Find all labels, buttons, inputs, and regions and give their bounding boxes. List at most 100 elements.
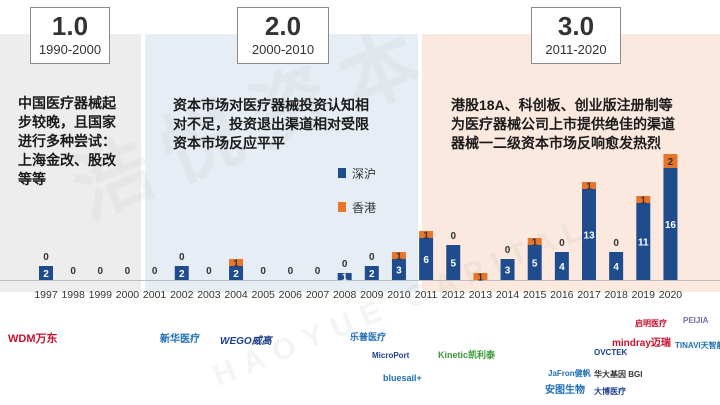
bar-zero-label-hongkong: 0	[125, 266, 131, 277]
bar-zero-label-hongkong: 0	[43, 252, 49, 263]
bar-zero-label-hongkong: 0	[342, 259, 348, 270]
bar-zero-label-hongkong: 0	[505, 245, 511, 256]
x-tick-label: 2020	[659, 289, 683, 301]
bar-zero-label-hongkong: 0	[315, 266, 321, 277]
x-tick-label: 2014	[496, 289, 520, 301]
bar-segment-shenhu	[446, 245, 461, 280]
bar-value-label-hongkong: 1	[233, 259, 239, 270]
bar-zero-label-hongkong: 0	[98, 266, 104, 277]
bar-segment-shenhu	[500, 259, 515, 280]
bar-segment-hongkong	[391, 252, 406, 259]
x-tick-label: 2006	[279, 289, 303, 301]
bar-value-label-shenhu: 2	[369, 269, 375, 280]
era-1-desc-line: 进行多种尝试：	[18, 133, 116, 149]
logo-tinavi: TINAVI天智航	[675, 341, 720, 350]
logo-ovctek: OVCTEK	[594, 348, 628, 357]
x-tick-label: 1999	[89, 289, 113, 301]
bar-value-label-shenhu: 16	[665, 220, 677, 231]
era-2-desc-line: 资本市场对医疗器械投资认知相	[173, 97, 369, 113]
era-1-panel	[0, 34, 141, 292]
bar-value-label-hongkong: 1	[532, 238, 538, 249]
bar-value-label-hongkong: 1	[641, 196, 647, 207]
era-2-number: 2.0	[264, 11, 302, 41]
era-3-range: 2011-2020	[545, 42, 607, 57]
x-tick-label: 2001	[143, 289, 167, 301]
bar-segment-shenhu	[337, 273, 352, 280]
legend-swatch	[338, 168, 346, 178]
x-tick-label: 2003	[197, 289, 221, 301]
x-tick-label: 2002	[170, 289, 194, 301]
bar-segment-hongkong	[473, 273, 488, 280]
bar-zero-label-hongkong: 0	[288, 266, 294, 277]
x-tick-label: 2011	[415, 289, 438, 301]
bar-value-label-shenhu: 3	[396, 266, 402, 277]
bar-segment-shenhu	[391, 259, 406, 280]
bar-zero-label-hongkong: 0	[450, 231, 456, 242]
era-2-range: 2000-2010	[251, 42, 315, 57]
logo-wdm: WDM万东	[8, 333, 58, 345]
legend-swatch	[338, 202, 346, 212]
bar-value-label-hongkong: 1	[586, 182, 592, 193]
bar-segment-hongkong	[636, 196, 651, 203]
bar-value-label-shenhu: 13	[583, 231, 595, 242]
x-tick-label: 2015	[523, 289, 547, 301]
bar-segment-shenhu	[609, 252, 624, 280]
bar-value-label-shenhu: 5	[532, 259, 538, 270]
bar-zero-label-hongkong: 0	[152, 266, 158, 277]
bar-zero-label-hongkong: 0	[559, 238, 565, 249]
x-tick-label: 2009	[360, 289, 384, 301]
logo-kinetic: Kinetic凯利泰	[438, 350, 496, 360]
era-1-desc-line: 步较晚，且国家	[18, 114, 116, 130]
era-1-number: 1.0	[51, 11, 89, 41]
era-2-box: 2.0 2000-2010	[237, 7, 329, 64]
bar-value-label-hongkong: 1	[478, 273, 484, 284]
era-3-number: 3.0	[557, 11, 595, 41]
era-3-description: 港股18A、科创板、创业版注册制等 为医疗器械公司上市提供绝佳的渠道 器械一二级…	[451, 96, 675, 153]
logo-qiming: 启明医疗	[635, 319, 667, 328]
era-1-range: 1990-2000	[38, 42, 102, 57]
bar-zero-label-hongkong: 0	[260, 266, 266, 277]
bar-zero-label-hongkong: 0	[179, 252, 185, 263]
bar-segment-shenhu	[229, 266, 244, 280]
bar-value-label-shenhu: 1	[342, 273, 348, 284]
bar-value-label-shenhu: 5	[450, 259, 456, 270]
logo-bgi: 华大基因 BGI	[594, 370, 643, 379]
legend-item-shenhu: 深沪	[338, 163, 376, 183]
logo-bluesail: bluesail+	[383, 373, 422, 383]
bar-segment-shenhu	[582, 189, 596, 280]
logo-mindray: mindray迈瑞	[612, 338, 671, 349]
bar-segment-hongkong	[663, 154, 678, 168]
era-2-desc-line: 对不足，投资退出渠道相对受限	[173, 116, 369, 132]
x-tick-label: 2017	[577, 289, 601, 301]
era-2-description: 资本市场对医疗器械投资认知相 对不足，投资退出渠道相对受限 资本市场反应平平	[173, 96, 369, 153]
bar-zero-label-hongkong: 0	[613, 238, 619, 249]
bar-value-label-shenhu: 4	[559, 262, 565, 273]
bar-value-label-shenhu: 3	[505, 266, 511, 277]
bar-segment-shenhu	[663, 168, 678, 280]
x-tick-label: 2005	[252, 289, 276, 301]
era-1-desc-line: 上海金改、股改	[18, 152, 116, 168]
x-tick-label: 2004	[224, 289, 248, 301]
bar-segment-shenhu	[554, 252, 569, 280]
bar-value-label-hongkong: 1	[423, 231, 429, 242]
x-tick-label: 2008	[333, 289, 357, 301]
x-tick-label: 1997	[34, 289, 58, 301]
bar-value-label-hongkong: 1	[396, 252, 402, 263]
legend-item-hongkong: 香港	[338, 197, 376, 217]
logo-wego: WEGO威高	[220, 336, 272, 347]
era-3-desc-line: 器械一二级资本市场反响愈发热烈	[451, 135, 661, 151]
logo-dabo: 大博医疗	[594, 387, 626, 396]
x-tick-label: 2018	[604, 289, 628, 301]
bar-zero-label-hongkong: 0	[70, 266, 76, 277]
x-tick-label: 2012	[442, 289, 466, 301]
bar-segment-shenhu	[636, 203, 651, 280]
bar-segment-hongkong	[229, 259, 244, 266]
bar-value-label-hongkong: 2	[668, 157, 674, 168]
era-1-description: 中国医疗器械起 步较晚，且国家 进行多种尝试： 上海金改、股改 等等	[18, 94, 116, 189]
legend-label: 香港	[352, 200, 377, 215]
bar-segment-hongkong	[419, 231, 434, 238]
logo-xinhua: 新华医疗	[160, 334, 200, 345]
era-1-desc-line: 中国医疗器械起	[18, 95, 116, 111]
legend-label: 深沪	[352, 166, 377, 181]
bar-value-label-shenhu: 2	[233, 269, 239, 280]
